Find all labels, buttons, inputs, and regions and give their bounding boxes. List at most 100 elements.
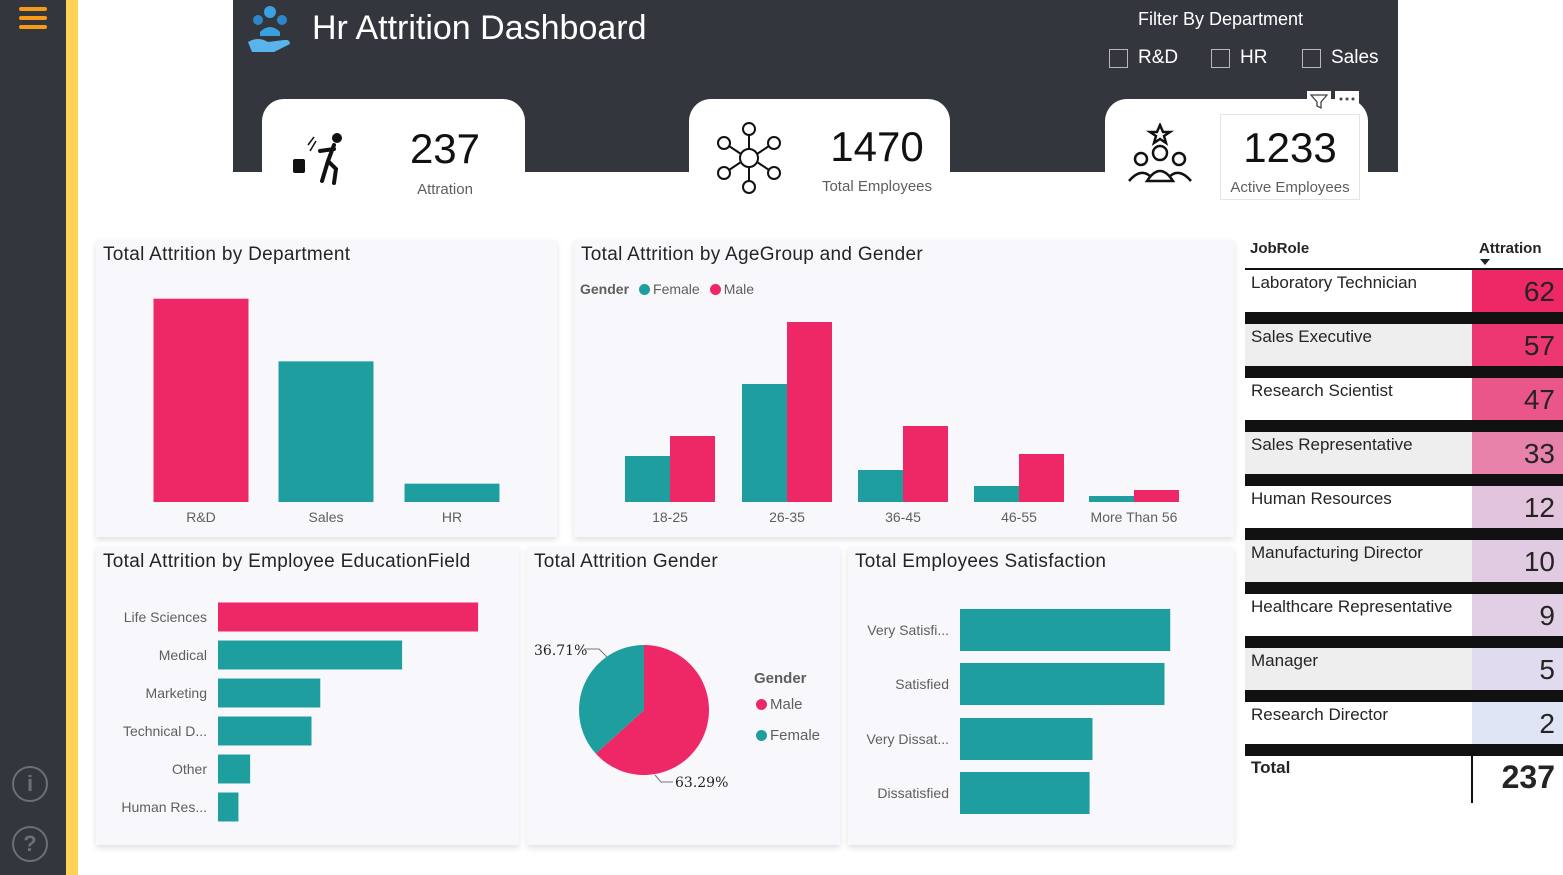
jobrole-name: Laboratory Technician [1251,273,1418,292]
filter-hr-checkbox[interactable]: HR [1211,46,1267,70]
pie-leader-female [584,648,608,658]
filter-icon[interactable] [1307,91,1331,111]
table-row[interactable]: Sales Representative 33 [1245,432,1563,474]
pie-leader-male [654,774,673,783]
dept-bar-chart: R&D Sales HR [153,298,500,525]
satisfaction-bar-chart: Very Satisfi... Satisfied Very Dissat... Di… [867,609,1171,814]
kpi-total-employees-value: 1470 [830,123,924,170]
edu-bar [218,640,403,670]
edu-tick-label: Life Sciences [124,609,207,625]
age-tick-label: 18-25 [652,509,688,525]
age-bar-female [625,456,670,502]
age-bar-male [1134,490,1179,502]
sat-bar [960,609,1171,651]
edu-bar [218,678,321,708]
sat-tick-label: Very Dissat... [867,731,949,747]
age-bar-male [903,426,948,502]
left-sidebar: i ? [0,0,66,875]
edu-tick-label: Marketing [146,685,207,701]
table-row[interactable]: Research Scientist 47 [1245,378,1563,420]
sat-tick-label: Satisfied [895,676,949,692]
jobrole-name: Research Director [1251,705,1388,724]
pie-label-female: 36.71% [534,643,587,659]
col-header-jobrole[interactable]: JobRole [1250,240,1310,257]
age-bar-male [1019,454,1064,502]
sat-tick-label: Very Satisfi... [867,622,949,638]
pie-label-male: 63.29% [675,775,728,791]
table-row[interactable]: Human Resources 12 [1245,486,1563,528]
jobrole-attrition-value: 47 [1472,378,1563,420]
hr-logo-icon [248,6,290,52]
jobrole-name: Research Scientist [1251,381,1393,400]
jobrole-name: Healthcare Representative [1251,597,1453,616]
kpi-card-total-employees: 1470 Total Employees [689,99,950,209]
edu-bar [218,792,239,822]
kpi-active-employees-value: 1233 [1243,124,1337,171]
age-tick-label: More Than 56 [1091,509,1178,525]
edu-chart-title: Total Attrition by Employee EducationFie… [103,551,471,572]
age-bar-female [974,486,1019,502]
legend-female-swatch [756,730,767,741]
employee-network-icon [717,122,781,194]
more-options-icon[interactable] [1335,91,1359,111]
jobrole-attrition-value: 33 [1472,432,1563,474]
legend-female-label: Female [653,281,700,297]
sat-bar [960,772,1090,814]
dept-tick-label: R&D [186,509,216,525]
jobrole-name: Manufacturing Director [1251,543,1423,562]
filter-sales-checkbox[interactable]: Sales [1302,46,1379,70]
hamburger-menu-icon[interactable] [19,7,47,33]
jobrole-attrition-value: 9 [1472,594,1563,636]
edu-bar [218,754,251,784]
checkbox-icon [1302,48,1321,68]
jobrole-attrition-value: 10 [1472,540,1563,582]
total-divider [1471,753,1473,803]
sort-desc-icon[interactable] [1479,258,1491,266]
jobrole-attrition-value: 12 [1472,486,1563,528]
table-row[interactable]: Laboratory Technician 62 [1245,270,1563,312]
edu-bar-chart: Life Sciences Medical Marketing Technical D… [121,602,479,822]
info-icon[interactable]: i [12,766,48,802]
kpi-card-attrition: 237 Attration [262,99,525,209]
edu-tick-label: Other [172,761,207,777]
age-tick-label: 46-55 [1001,509,1037,525]
jobrole-attrition-value: 62 [1472,270,1563,312]
total-row: Total 237 [1245,753,1563,803]
filter-rd-checkbox[interactable]: R&D [1109,46,1178,70]
gender-chart-panel: Total Attrition Gender 36.71% 63.29% Gend… [527,547,840,845]
row-separator [1245,474,1563,486]
team-stars-icon [1128,123,1192,183]
sat-chart-panel: Total Employees Satisfaction Very Satisf… [848,547,1234,845]
table-row[interactable]: Manufacturing Director 10 [1245,540,1563,582]
total-label: Total [1251,758,1291,777]
kpi-active-employees-label: Active Employees [1230,179,1350,196]
person-leaving-icon [293,133,342,185]
pie-legend-title: Gender [754,670,807,687]
table-row[interactable]: Manager 5 [1245,648,1563,690]
table-row[interactable]: Sales Executive 57 [1245,324,1563,366]
edu-tick-label: Human Res... [121,799,207,815]
jobrole-name: Human Resources [1251,489,1392,508]
edu-chart-panel: Total Attrition by Employee EducationFie… [96,547,519,845]
age-chart-panel: Total Attrition by AgeGroup and Gender G… [574,240,1234,537]
dept-bar-sales [278,361,374,502]
legend-male-swatch [756,699,767,710]
gender-chart-title: Total Attrition Gender [534,551,719,572]
row-separator [1245,366,1563,378]
edu-bar [218,716,312,746]
table-row[interactable]: Healthcare Representative 9 [1245,594,1563,636]
col-header-attrition[interactable]: Attration [1479,240,1542,257]
help-icon[interactable]: ? [12,826,48,862]
dept-tick-label: HR [442,509,462,525]
row-separator [1245,582,1563,594]
pie-slice-female [579,645,644,754]
edu-bar [218,602,479,632]
age-tick-label: 36-45 [885,509,921,525]
age-chart-title: Total Attrition by AgeGroup and Gender [581,244,923,265]
row-separator [1245,420,1563,432]
dept-chart-title: Total Attrition by Department [103,244,351,265]
table-row[interactable]: Research Director 2 [1245,702,1563,744]
row-separator [1245,528,1563,540]
row-separator [1245,636,1563,648]
dept-tick-label: Sales [308,509,343,525]
